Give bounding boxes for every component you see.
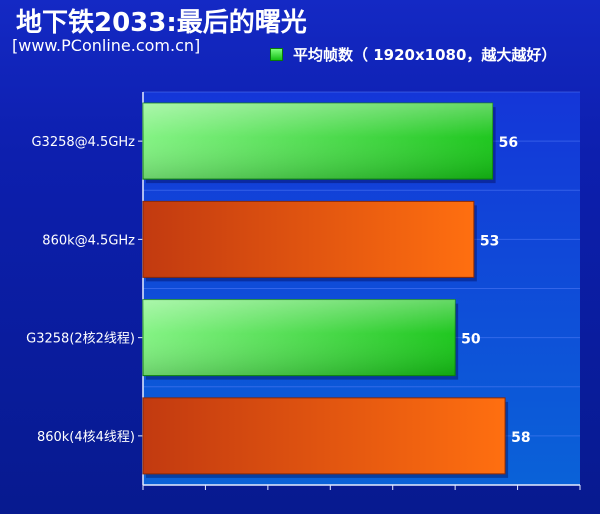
legend-swatch-icon bbox=[270, 48, 283, 61]
value-label: 58 bbox=[511, 430, 530, 446]
value-label: 50 bbox=[461, 332, 481, 348]
category-label: G3258(2核2线程) bbox=[26, 332, 135, 347]
category-label: 860k(4核4线程) bbox=[37, 430, 135, 445]
bar-red bbox=[142, 200, 475, 278]
chart-title: 地下铁2033:最后的曙光 bbox=[16, 8, 307, 38]
value-label: 56 bbox=[499, 135, 518, 151]
source-url: [www.PConline.com.cn] bbox=[12, 36, 201, 55]
category-label: G3258@4.5GHz bbox=[31, 135, 135, 150]
legend: 平均帧数（ 1920x1080，越大越好） bbox=[270, 44, 556, 65]
bar-red bbox=[142, 397, 506, 475]
bar-highlight bbox=[143, 103, 493, 180]
legend-label: 平均帧数（ 1920x1080，越大越好） bbox=[293, 46, 557, 64]
bar-highlight bbox=[143, 299, 456, 376]
value-label: 53 bbox=[480, 233, 499, 249]
category-label: 860k@4.5GHz bbox=[42, 233, 135, 248]
